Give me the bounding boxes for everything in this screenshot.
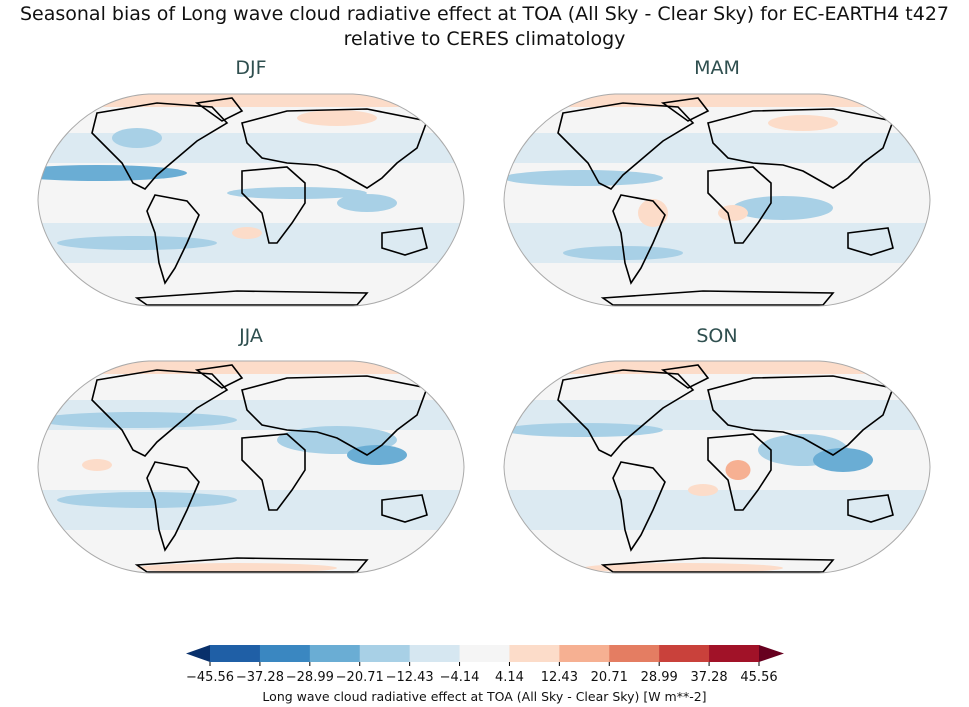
map-background — [504, 94, 930, 306]
colorbar-segment — [259, 645, 311, 662]
bias-contour — [347, 445, 407, 465]
coastline — [194, 97, 244, 122]
map-son — [503, 360, 931, 574]
colorbar-extend-min — [186, 645, 210, 662]
colorbar-tick-label: 20.71 — [590, 670, 628, 685]
colorbar-tick-label: −28.99 — [285, 670, 334, 685]
bias-contour — [813, 448, 873, 472]
coastline — [241, 166, 306, 244]
bias-field — [38, 94, 464, 306]
coastline — [241, 433, 306, 511]
bias-contour — [638, 199, 668, 227]
bias-contour — [337, 194, 397, 212]
colorbar-tick-label: 37.28 — [690, 670, 728, 685]
bias-contour — [38, 412, 237, 428]
bias-contour — [504, 423, 663, 437]
bias-contour — [504, 170, 663, 186]
bias-contour — [82, 459, 112, 471]
map-djf — [37, 93, 465, 307]
colorbar-segment — [709, 645, 760, 662]
coastline — [707, 375, 895, 456]
colorbar-segment — [210, 645, 261, 662]
colorbar-segment — [509, 645, 560, 662]
map-mam — [503, 93, 931, 307]
coastline — [600, 557, 835, 573]
bias-contour — [688, 484, 718, 496]
coastline — [146, 194, 200, 285]
map-background — [38, 94, 464, 306]
bias-contour — [768, 115, 838, 131]
colorbar-segment — [559, 645, 610, 662]
colorbar-tick-label: −45.56 — [185, 670, 235, 685]
coastline — [707, 433, 772, 511]
bias-contour — [718, 205, 748, 221]
coastline — [612, 194, 666, 285]
bias-contour — [57, 492, 237, 508]
colorbar-tick-label: 28.99 — [640, 670, 678, 685]
coastline — [241, 108, 429, 189]
map-border — [503, 360, 931, 574]
colorbar-segment — [609, 645, 660, 662]
bias-contour — [137, 563, 337, 573]
bias-contour — [297, 110, 377, 126]
bias-contour — [725, 460, 751, 480]
colorbar-tick-label: −20.71 — [335, 670, 384, 685]
colorbar-segment — [459, 645, 510, 662]
bias-field — [504, 94, 930, 306]
bias-contour — [232, 227, 262, 239]
panel-title-djf: DJF — [235, 57, 267, 79]
map-border — [37, 93, 465, 307]
map-border — [37, 360, 465, 574]
bias-contour — [187, 203, 227, 223]
panel-title-jja: JJA — [239, 325, 263, 347]
colorbar-segment — [659, 645, 710, 662]
coastline — [660, 97, 710, 122]
bias-contour — [733, 196, 833, 220]
bias-field — [38, 361, 464, 573]
panel-title-mam: MAM — [694, 57, 740, 79]
colorbar-label: Long wave cloud radiative effect at TOA … — [262, 689, 707, 704]
colorbar-tick-label: 12.43 — [540, 670, 578, 685]
coastline — [194, 364, 244, 389]
colorbar-segment — [359, 645, 411, 662]
coastline — [847, 494, 894, 523]
colorbar-tick-label: 4.14 — [494, 670, 524, 685]
bias-contour — [112, 128, 162, 148]
coastline — [600, 290, 835, 306]
coastline — [91, 102, 229, 190]
colorbar-segment — [309, 645, 361, 662]
colorbar — [186, 645, 784, 666]
colorbar-tick-label: −37.28 — [235, 670, 284, 685]
coastline — [660, 364, 710, 389]
map-jja — [37, 360, 465, 574]
coastline — [381, 494, 428, 523]
coastline — [612, 461, 666, 552]
figure-title: Seasonal bias of Long wave cloud radiati… — [19, 3, 950, 50]
coastline — [146, 461, 200, 552]
coastline — [847, 227, 894, 256]
colorbar-tick-label: −4.14 — [439, 670, 480, 685]
coastline — [381, 227, 428, 256]
map-border — [503, 93, 931, 307]
bias-contour — [57, 236, 217, 250]
coastline — [707, 166, 772, 244]
bias-field — [504, 361, 930, 573]
panel-title-son: SON — [696, 325, 738, 347]
coastline — [134, 557, 369, 573]
bias-contour — [227, 187, 367, 199]
coastline — [557, 102, 695, 190]
colorbar-segment — [409, 645, 461, 662]
coastline — [134, 290, 369, 306]
coastline — [91, 369, 229, 457]
bias-contour — [38, 165, 187, 181]
colorbar-extend-max — [759, 645, 784, 662]
bias-contour — [583, 563, 783, 573]
coastline — [557, 369, 695, 457]
colorbar-tick-label: 45.56 — [740, 670, 778, 685]
colorbar-tick-label: −12.43 — [385, 670, 434, 685]
coastline — [241, 375, 429, 456]
coastline — [707, 108, 895, 189]
